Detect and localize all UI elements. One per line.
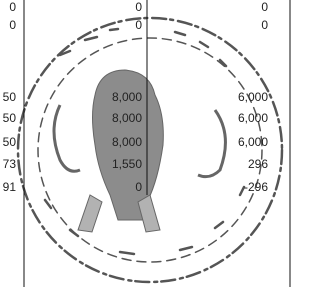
document-page: 0 0 0 0 0 0 50 8,000 6,000 50 8,000 6,000 50 8,000 6,0… [0, 0, 291, 287]
table-cell: 6,000 [238, 111, 268, 125]
table-cell: 8,000 [112, 111, 142, 125]
table-cell: 8,000 [112, 135, 142, 149]
table-cell: 73 [3, 157, 16, 171]
table-cell: 296 [248, 157, 268, 171]
table-cell: 0 [261, 18, 268, 32]
table-cell: 0 [135, 18, 142, 32]
table-cell: 0 [9, 0, 16, 14]
table-cell: -296 [244, 180, 268, 194]
table-cell: 0 [9, 18, 16, 32]
table-cell: 50 [3, 135, 16, 149]
table-cell: 50 [3, 111, 16, 125]
table-cell: 91 [3, 180, 16, 194]
table-cell: 6,000 [238, 90, 268, 104]
table-cell: 0 [135, 180, 142, 194]
table-cell: 6,000 [238, 135, 268, 149]
table-cell: 8,000 [112, 90, 142, 104]
table-cell: 50 [3, 90, 16, 104]
table-cell: 0 [261, 0, 268, 14]
table-cell: 1,550 [112, 157, 142, 171]
table-cell: 0 [135, 0, 142, 14]
